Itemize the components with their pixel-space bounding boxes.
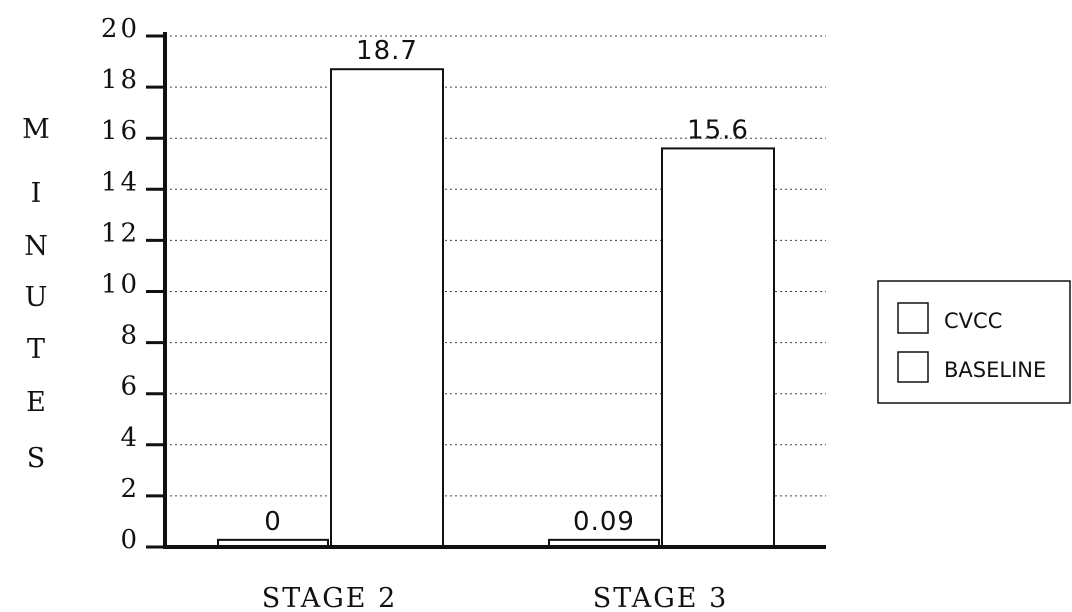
y-axis-label-letter: N [24,231,48,262]
y-axis-label-letter: I [31,178,42,209]
legend-swatch [897,351,929,383]
y-tick-label: 12 [101,218,140,248]
y-axis-label-letter: S [27,443,46,474]
gridlines [165,35,826,497]
y-tick-label: 10 [101,270,140,300]
legend-label: CVCC [944,309,1002,333]
y-tick-label: 8 [120,321,140,351]
y-tick-label: 6 [120,372,140,402]
y-axis-label-letter: E [26,387,46,418]
bars [217,68,775,549]
legend: CVCC BASELINE [877,280,1071,404]
y-tick-labels: 0 2 4 6 8 10 12 14 16 18 20 [101,14,165,555]
y-axis-label-letter: U [25,282,48,313]
data-label: 0.09 [573,507,635,537]
category-label: STAGE 2 [262,583,398,612]
data-label: 15.6 [687,115,749,145]
y-tick-label: 20 [101,14,140,44]
y-tick-label: 2 [120,474,140,504]
legend-box [877,280,1071,404]
category-label: STAGE 3 [593,583,729,612]
legend-label: BASELINE [944,358,1046,382]
y-tick-label: 0 [120,525,140,555]
category-labels: STAGE 2 STAGE 3 [262,583,729,612]
y-tick-label: 14 [101,167,140,197]
y-axis-label-letter: M [22,114,50,145]
bar-baseline-stage-3 [661,147,775,548]
y-tick-label: 18 [101,65,140,95]
y-axis-label-letter: T [27,334,45,365]
data-label: 18.7 [356,36,418,66]
bar-baseline-stage-2 [330,68,444,548]
data-label: 0 [264,507,282,537]
y-tick-label: 4 [120,423,140,453]
data-labels: 0 18.7 0.09 15.6 [264,36,749,537]
legend-swatch [897,302,929,334]
y-tick-label: 16 [101,116,140,146]
